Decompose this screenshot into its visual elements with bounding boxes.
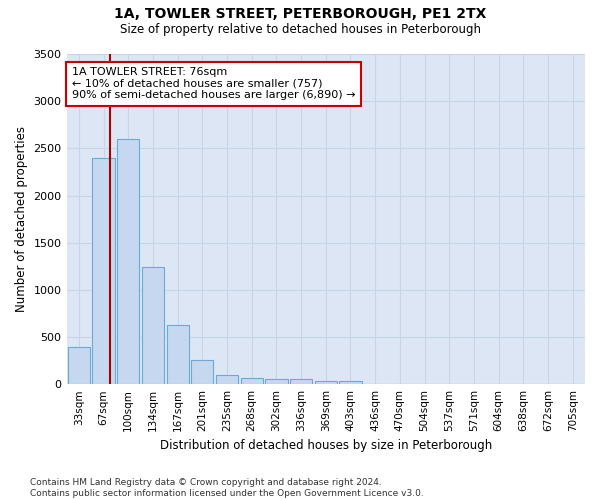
Bar bbox=[92, 158, 115, 384]
Bar bbox=[117, 139, 139, 384]
Text: Size of property relative to detached houses in Peterborough: Size of property relative to detached ho… bbox=[119, 22, 481, 36]
Bar bbox=[290, 379, 312, 384]
Text: Contains HM Land Registry data © Crown copyright and database right 2024.
Contai: Contains HM Land Registry data © Crown c… bbox=[30, 478, 424, 498]
Bar bbox=[167, 324, 189, 384]
Text: 1A, TOWLER STREET, PETERBOROUGH, PE1 2TX: 1A, TOWLER STREET, PETERBOROUGH, PE1 2TX bbox=[114, 8, 486, 22]
X-axis label: Distribution of detached houses by size in Peterborough: Distribution of detached houses by size … bbox=[160, 440, 492, 452]
Bar bbox=[241, 378, 263, 384]
Bar bbox=[216, 374, 238, 384]
Bar bbox=[265, 378, 287, 384]
Text: 1A TOWLER STREET: 76sqm
← 10% of detached houses are smaller (757)
90% of semi-d: 1A TOWLER STREET: 76sqm ← 10% of detache… bbox=[72, 67, 355, 100]
Bar bbox=[314, 381, 337, 384]
Bar bbox=[191, 360, 214, 384]
Y-axis label: Number of detached properties: Number of detached properties bbox=[15, 126, 28, 312]
Bar bbox=[68, 348, 90, 384]
Bar bbox=[142, 267, 164, 384]
Bar bbox=[340, 382, 362, 384]
